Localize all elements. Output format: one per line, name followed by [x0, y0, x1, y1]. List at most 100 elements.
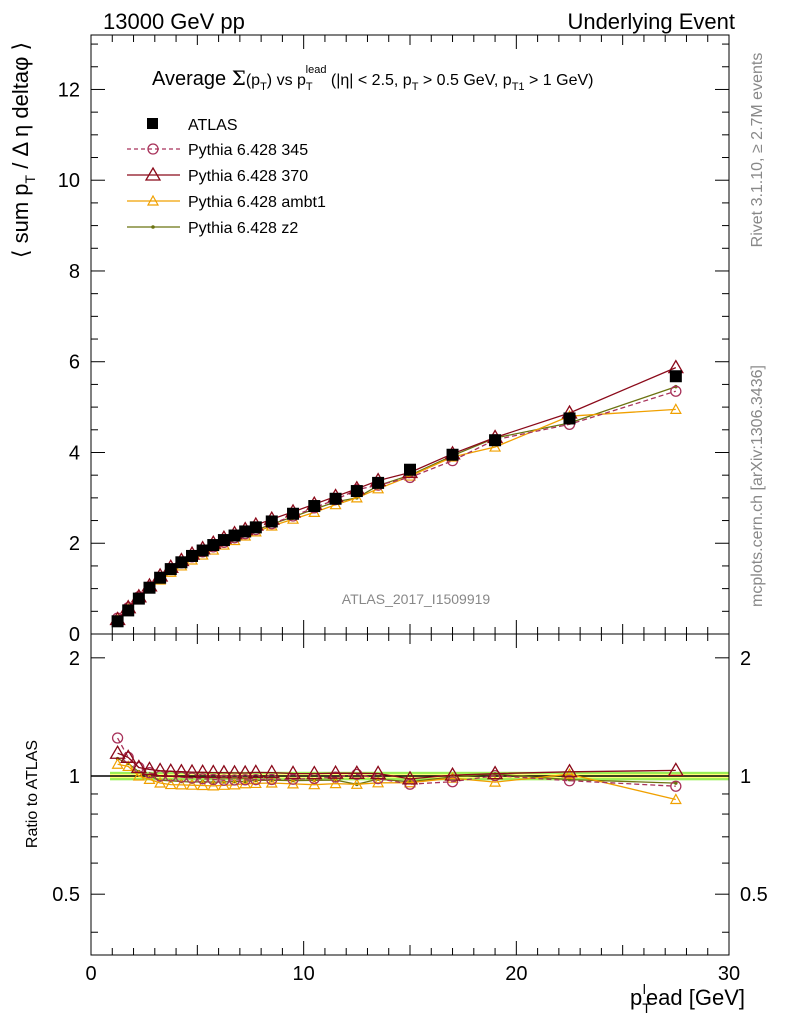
- y-tick-label: 12: [58, 79, 80, 101]
- point-ambt1: [350, 491, 363, 503]
- point-atlas: [287, 507, 300, 520]
- ratio-point-p345: [563, 775, 576, 787]
- x-tick-label: 20: [505, 963, 527, 985]
- series-line-p345: [117, 390, 676, 619]
- ratio-point-p370: [263, 764, 280, 779]
- ratio-point-p370: [130, 759, 147, 774]
- main-plot-frame: [90, 34, 730, 635]
- ratio-point-ambt1: [207, 779, 220, 791]
- x-tick-label: 30: [718, 963, 740, 985]
- ratio-point-p370: [226, 764, 243, 779]
- ratio-point-p370: [561, 763, 578, 778]
- ratio-point-ambt1: [132, 769, 145, 781]
- ratio-point-z2: [674, 781, 678, 785]
- point-atlas: [249, 521, 262, 534]
- point-atlas: [563, 412, 576, 425]
- ratio-line-p370: [117, 752, 676, 780]
- ratio-point-ambt1: [111, 758, 124, 769]
- ratio-point-ambt1: [329, 777, 342, 789]
- ratio-point-p370: [183, 763, 201, 778]
- point-atlas: [372, 476, 385, 489]
- mcplots-label: mcplots.cern.ch [arXiv:1306.3436]: [749, 365, 766, 607]
- watermark-label: ATLAS_2017_I1509919: [342, 591, 491, 607]
- ratio-point-ambt1: [164, 778, 177, 790]
- legend-label-370: Pythia 6.428 370: [188, 168, 308, 185]
- rivet-label: Rivet 3.1.10, ≥ 2.7M events: [749, 53, 766, 248]
- legend-item-370: Pythia 6.428 370: [127, 166, 308, 185]
- ratio-point-p370: [486, 765, 504, 780]
- ratio-point-p370: [173, 763, 190, 778]
- point-atlas: [489, 434, 502, 447]
- series-line-ambt1: [117, 408, 676, 621]
- ratio-point-ambt1: [239, 777, 252, 789]
- point-atlas: [164, 563, 177, 576]
- ratio-point-p370: [306, 765, 323, 780]
- point-atlas: [111, 615, 124, 628]
- main-series: [109, 359, 684, 628]
- ratio-point-p345: [670, 780, 682, 792]
- ratio-series: [109, 732, 684, 805]
- ratio-point-p370: [369, 765, 387, 780]
- ratio-point-p370: [109, 744, 126, 759]
- point-atlas: [154, 571, 167, 584]
- ratio-point-ambt1: [143, 773, 156, 784]
- ratio-point-p370: [194, 764, 211, 778]
- ratio-point-ambt1: [350, 778, 363, 789]
- ratio-point-p370: [215, 764, 233, 779]
- point-atlas: [308, 500, 321, 513]
- point-atlas: [207, 539, 220, 552]
- ratio-point-p370: [141, 761, 158, 776]
- series-line-z2: [117, 386, 677, 621]
- point-atlas: [239, 525, 252, 538]
- y-tick-label: 0: [69, 624, 80, 646]
- ratio-tick-label: 2: [69, 648, 80, 670]
- ratio-point-p345: [207, 773, 219, 786]
- ratio-point-ambt1: [308, 778, 321, 790]
- ratio-tick-label: 1: [740, 766, 751, 788]
- legend-item-ambt1: Pythia 6.428 ambt1: [127, 194, 326, 211]
- x-tick-label: 0: [85, 963, 96, 985]
- ratio-point-ambt1: [122, 760, 135, 772]
- legend-label-z2: Pythia 6.428 z2: [188, 220, 298, 237]
- ratio-point-p370: [401, 770, 419, 785]
- point-atlas: [132, 592, 145, 605]
- ratio-point-p345: [446, 776, 459, 788]
- point-ambt1: [669, 403, 682, 414]
- y-tick-label: 2: [69, 533, 80, 555]
- ratio-point-p345: [266, 773, 278, 786]
- ratio-point-ambt1: [489, 775, 502, 787]
- ratio-point-p370: [348, 765, 365, 779]
- series-line-p370: [117, 367, 677, 620]
- ratio-tick-label: 2: [740, 648, 751, 670]
- ratio-point-ambt1: [196, 779, 209, 791]
- header-right: Underlying Event: [567, 9, 735, 34]
- ratio-point-p345: [196, 773, 209, 785]
- point-atlas: [228, 529, 241, 542]
- ratio-point-p370: [151, 762, 169, 777]
- ratio-tick-label: 0.5: [52, 884, 80, 906]
- ratio-y-axis-label: Ratio to ATLAS: [24, 740, 41, 848]
- y-tick-label: 10: [58, 170, 80, 192]
- point-atlas: [350, 485, 363, 498]
- legend: ATLAS Pythia 6.428 345 Pythia 6.428 370 …: [127, 117, 326, 237]
- point-atlas: [217, 534, 230, 547]
- ratio-point-ambt1: [563, 767, 576, 779]
- legend-item-atlas: ATLAS: [147, 117, 238, 134]
- point-atlas: [669, 370, 682, 383]
- point-atlas: [265, 515, 278, 528]
- chart-title: Average Σ(pT) vs pTlead (|η| < 2.5, pT >…: [152, 64, 593, 93]
- legend-label-345: Pythia 6.428 345: [188, 142, 308, 159]
- y-tick-label: 6: [69, 352, 80, 374]
- header-left: 13000 GeV pp: [103, 9, 245, 34]
- point-ambt1: [489, 440, 502, 452]
- ratio-point-p370: [247, 764, 264, 779]
- point-atlas: [186, 549, 199, 562]
- point-atlas: [122, 604, 135, 617]
- ratio-point-p345: [186, 772, 198, 784]
- y-tick-label: 4: [69, 442, 80, 464]
- ratio-point-p345: [287, 773, 299, 785]
- ratio-point-ambt1: [154, 776, 167, 788]
- ratio-point-p370: [284, 765, 302, 780]
- ratio-point-ambt1: [403, 776, 417, 788]
